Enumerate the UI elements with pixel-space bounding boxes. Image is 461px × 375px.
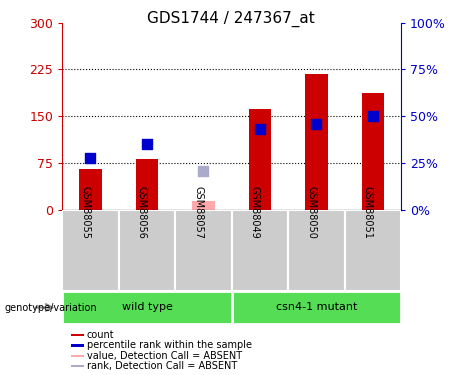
Text: wild type: wild type <box>122 303 172 312</box>
Point <box>369 113 377 119</box>
Text: GSM88051: GSM88051 <box>363 186 373 239</box>
Point <box>313 122 320 128</box>
Bar <box>361 93 384 210</box>
Bar <box>79 170 102 210</box>
Bar <box>71 365 84 367</box>
Text: GSM88056: GSM88056 <box>137 186 147 239</box>
Bar <box>62 291 231 324</box>
Text: genotype/variation: genotype/variation <box>5 303 97 313</box>
Text: GSM88050: GSM88050 <box>307 186 316 239</box>
Bar <box>248 109 271 210</box>
Text: count: count <box>87 330 114 340</box>
Bar <box>136 159 158 210</box>
Text: GDS1744 / 247367_at: GDS1744 / 247367_at <box>147 11 314 27</box>
Point <box>87 154 94 160</box>
Point <box>143 141 151 147</box>
Bar <box>71 344 84 346</box>
Text: csn4-1 mutant: csn4-1 mutant <box>276 303 357 312</box>
Point <box>200 168 207 174</box>
Bar <box>288 210 344 291</box>
Bar <box>71 334 84 336</box>
Text: value, Detection Call = ABSENT: value, Detection Call = ABSENT <box>87 351 242 361</box>
Bar <box>344 210 401 291</box>
Bar <box>62 210 118 291</box>
Bar <box>118 210 175 291</box>
Bar <box>192 201 215 210</box>
Bar <box>305 74 328 210</box>
Bar <box>231 210 288 291</box>
Text: GSM88055: GSM88055 <box>81 186 90 239</box>
Text: GSM88057: GSM88057 <box>194 186 203 239</box>
Bar <box>175 210 231 291</box>
Bar <box>71 355 84 357</box>
Text: percentile rank within the sample: percentile rank within the sample <box>87 340 252 351</box>
Point <box>256 126 264 132</box>
Text: GSM88049: GSM88049 <box>250 186 260 239</box>
Text: rank, Detection Call = ABSENT: rank, Detection Call = ABSENT <box>87 361 237 371</box>
Bar <box>231 291 401 324</box>
